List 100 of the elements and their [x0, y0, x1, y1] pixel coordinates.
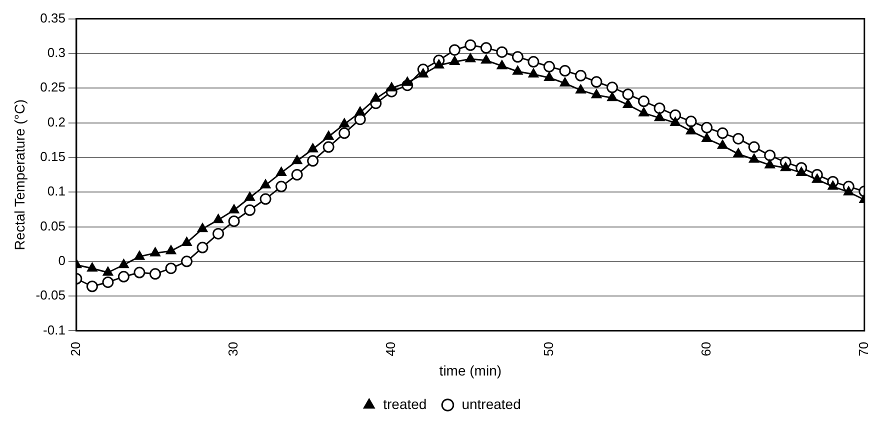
y-axis-title: Rectal Temperature (°C) [11, 99, 28, 250]
point [749, 154, 760, 163]
point [716, 127, 728, 139]
point [686, 125, 696, 134]
point [307, 155, 319, 167]
point [197, 223, 208, 232]
point [150, 247, 160, 256]
point [717, 140, 728, 149]
point [796, 166, 806, 176]
point [166, 245, 176, 254]
point [260, 179, 271, 188]
point [464, 39, 476, 51]
point [496, 60, 508, 70]
point [386, 82, 397, 92]
point [559, 65, 571, 77]
y-tick-label: 0.1 [47, 184, 66, 199]
x-tick-label: 50 [540, 342, 556, 356]
point [828, 180, 838, 190]
point [560, 78, 570, 87]
point [322, 141, 334, 153]
point [654, 102, 666, 114]
point [574, 70, 586, 82]
point [450, 56, 460, 66]
point [86, 280, 98, 292]
point [764, 150, 776, 162]
point [118, 270, 130, 282]
point [102, 266, 114, 276]
point [244, 192, 255, 201]
point [418, 68, 428, 78]
point [465, 53, 476, 62]
x-axis-title: time (min) [439, 362, 502, 378]
point [308, 143, 318, 152]
point [638, 107, 649, 116]
point [496, 46, 508, 58]
point [748, 141, 760, 153]
point [480, 42, 492, 54]
point [212, 228, 224, 240]
point [339, 118, 350, 128]
point [512, 66, 523, 75]
point [134, 250, 145, 260]
point [180, 256, 192, 268]
point [402, 76, 412, 86]
y-tick-label: -0.1 [43, 322, 66, 338]
y-tick-label: 0.15 [40, 149, 66, 164]
point [182, 236, 192, 246]
point [228, 204, 240, 214]
point [701, 122, 713, 134]
point [338, 127, 350, 139]
point [134, 266, 146, 278]
x-tick-label: 40 [383, 342, 398, 356]
point [244, 204, 256, 216]
x-tick-label: 70 [856, 342, 871, 356]
point [780, 162, 791, 172]
point [434, 59, 444, 68]
point [165, 262, 177, 274]
y-tick-label: 0.25 [40, 80, 66, 95]
point [685, 116, 697, 128]
point [543, 60, 555, 72]
x-tick-label: 20 [68, 342, 84, 356]
legend-label: untreated [462, 396, 521, 412]
point [622, 88, 634, 100]
y-tick-label: 0 [58, 253, 66, 268]
point [118, 259, 129, 268]
legend-label: treated [383, 396, 427, 412]
point [370, 92, 381, 102]
point [276, 166, 286, 176]
point [812, 174, 822, 183]
point [448, 44, 460, 56]
point [702, 132, 712, 142]
point [670, 109, 682, 121]
point [292, 155, 302, 164]
point [512, 51, 524, 63]
point [276, 180, 288, 192]
point [196, 242, 208, 254]
point [607, 92, 618, 102]
point [228, 215, 240, 227]
point [733, 148, 744, 158]
point [87, 262, 98, 272]
point [213, 214, 224, 224]
point [844, 186, 854, 196]
point [591, 89, 602, 98]
y-tick-label: 0.3 [47, 45, 66, 60]
point [590, 76, 602, 88]
point [324, 130, 334, 140]
point [528, 68, 539, 78]
y-tick-label: 0.05 [40, 218, 66, 234]
x-tick-label: 30 [226, 342, 241, 356]
point [654, 112, 665, 122]
point [481, 54, 492, 64]
point [622, 99, 634, 108]
point [528, 56, 540, 68]
point [638, 96, 650, 108]
point [355, 106, 366, 116]
point [670, 117, 680, 126]
point [544, 72, 554, 81]
x-tick-label: 60 [698, 342, 714, 356]
y-tick-label: 0.35 [40, 10, 66, 26]
point [732, 132, 744, 144]
point [291, 169, 303, 181]
point [764, 159, 775, 168]
